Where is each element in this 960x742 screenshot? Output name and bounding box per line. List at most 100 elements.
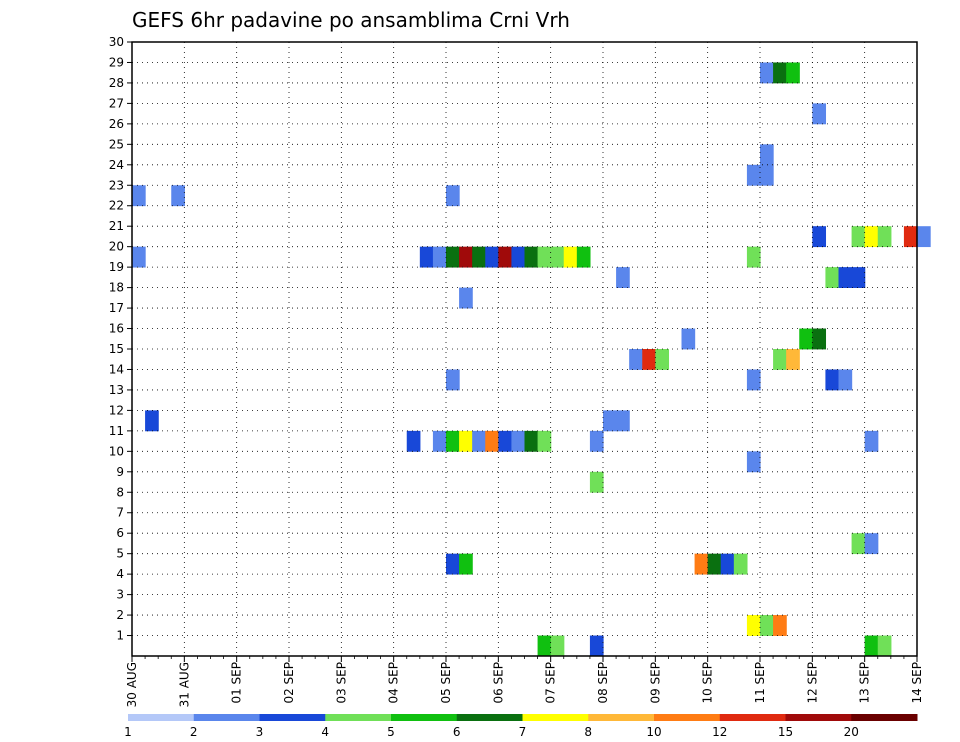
legend: 1 2 3 4 5 6 7 8 10 12 15 20 bbox=[124, 714, 918, 739]
heatmap-cell bbox=[145, 410, 159, 432]
heatmap-cell bbox=[825, 267, 840, 288]
y-tick-label: 25 bbox=[109, 137, 124, 151]
legend-label: 8 bbox=[584, 725, 592, 739]
heatmap-cell bbox=[864, 226, 879, 248]
heatmap-cell bbox=[877, 226, 892, 248]
y-tick-label: 21 bbox=[109, 219, 124, 233]
heatmap-cell bbox=[459, 430, 473, 452]
heatmap-cell bbox=[498, 246, 513, 268]
y-tick-label: 4 bbox=[116, 567, 124, 581]
heatmap-cell bbox=[799, 328, 813, 350]
heatmap-cell bbox=[746, 615, 761, 636]
y-tick-label: 3 bbox=[116, 588, 124, 602]
y-tick-label: 18 bbox=[109, 281, 124, 295]
legend-label: 3 bbox=[256, 725, 264, 739]
heatmap-cell bbox=[851, 226, 866, 248]
heatmap-cell bbox=[812, 226, 827, 248]
heatmap-cell bbox=[655, 349, 670, 370]
heatmap-cell bbox=[760, 615, 774, 636]
y-tick-label: 22 bbox=[109, 199, 124, 213]
x-tick-label: 12 SEP bbox=[805, 662, 819, 704]
y-tick-label: 13 bbox=[109, 383, 124, 397]
y-tick-label: 24 bbox=[109, 158, 124, 172]
legend-label: 4 bbox=[321, 725, 329, 739]
heatmap-cell bbox=[681, 328, 696, 350]
x-tick-label: 08 SEP bbox=[596, 662, 610, 704]
heatmap-cell bbox=[537, 246, 552, 268]
y-tick-label: 27 bbox=[109, 96, 124, 110]
y-tick-label: 1 bbox=[116, 629, 124, 643]
y-tick-label: 7 bbox=[116, 506, 124, 520]
heatmap-cell bbox=[746, 451, 761, 473]
x-tick-label: 31 AUG bbox=[177, 662, 191, 707]
heatmap-cell bbox=[550, 246, 565, 268]
legend-label: 20 bbox=[844, 725, 859, 739]
legend-swatch bbox=[128, 714, 195, 721]
heatmap-cell bbox=[446, 185, 460, 207]
x-tick-label: 05 SEP bbox=[439, 662, 453, 704]
y-tick-label: 17 bbox=[109, 301, 124, 315]
heatmap-cell bbox=[446, 369, 460, 391]
heatmap-cell bbox=[877, 635, 892, 657]
heatmap-cell bbox=[746, 369, 761, 391]
y-tick-label: 26 bbox=[109, 117, 124, 131]
x-tick-label: 03 SEP bbox=[334, 662, 348, 704]
legend-swatch bbox=[325, 714, 392, 721]
heatmap-cell bbox=[432, 246, 447, 268]
legend-swatch bbox=[588, 714, 655, 721]
heatmap-cell bbox=[485, 246, 499, 268]
y-tick-label: 6 bbox=[116, 526, 124, 540]
heatmap-cell bbox=[432, 430, 447, 452]
y-tick-label: 8 bbox=[116, 485, 124, 499]
heatmap-cell bbox=[616, 410, 630, 432]
heatmap-cell bbox=[746, 246, 761, 268]
y-tick-label: 14 bbox=[109, 362, 124, 376]
heatmap-cell bbox=[132, 246, 146, 268]
y-tick-label: 23 bbox=[109, 178, 124, 192]
heatmap-cell bbox=[589, 471, 604, 493]
heatmap-cell bbox=[812, 103, 827, 125]
y-tick-label: 20 bbox=[109, 240, 124, 254]
heatmap-cell bbox=[419, 246, 434, 268]
heatmap-cell bbox=[511, 246, 526, 268]
y-tick-label: 19 bbox=[109, 260, 124, 274]
heatmap-cell bbox=[812, 328, 827, 350]
x-tick-label: 10 SEP bbox=[701, 662, 715, 704]
y-tick-label: 5 bbox=[116, 547, 124, 561]
heatmap-cell bbox=[459, 287, 473, 309]
heatmap-cell bbox=[642, 349, 656, 370]
x-tick-label: 14 SEP bbox=[910, 662, 924, 704]
y-tick-label: 10 bbox=[109, 444, 124, 458]
heatmap-cell bbox=[786, 349, 800, 370]
y-tick-label: 29 bbox=[109, 55, 124, 69]
heatmap-cell bbox=[446, 430, 460, 452]
legend-label: 10 bbox=[646, 725, 661, 739]
legend-swatch bbox=[719, 714, 786, 721]
x-tick-label: 06 SEP bbox=[491, 662, 505, 704]
y-tick-label: 28 bbox=[109, 76, 124, 90]
legend-swatch bbox=[851, 714, 918, 721]
heatmap-cell bbox=[760, 144, 774, 166]
heatmap-cell bbox=[864, 533, 879, 555]
legend-label: 15 bbox=[778, 725, 793, 739]
heatmap-cell bbox=[773, 349, 787, 370]
y-tick-label: 16 bbox=[109, 322, 124, 336]
heatmap-cell bbox=[485, 430, 499, 452]
heatmap-cell bbox=[537, 635, 552, 657]
heatmap-cell bbox=[825, 369, 840, 391]
heatmap-cell bbox=[472, 430, 486, 452]
legend-swatch bbox=[259, 714, 326, 721]
heatmap-cell bbox=[851, 533, 866, 555]
legend-swatch bbox=[391, 714, 458, 721]
heatmap-cell bbox=[838, 267, 853, 288]
y-tick-label: 12 bbox=[109, 403, 124, 417]
heatmap-cell bbox=[459, 246, 473, 268]
heatmap-cell bbox=[746, 164, 761, 186]
y-tick-label: 11 bbox=[109, 424, 124, 438]
y-tick-label: 15 bbox=[109, 342, 124, 356]
heatmap-cell bbox=[576, 246, 591, 268]
legend-label: 1 bbox=[124, 725, 132, 739]
heatmap-cell bbox=[733, 553, 748, 575]
legend-swatch bbox=[456, 714, 523, 721]
heatmap-cell bbox=[773, 615, 787, 636]
